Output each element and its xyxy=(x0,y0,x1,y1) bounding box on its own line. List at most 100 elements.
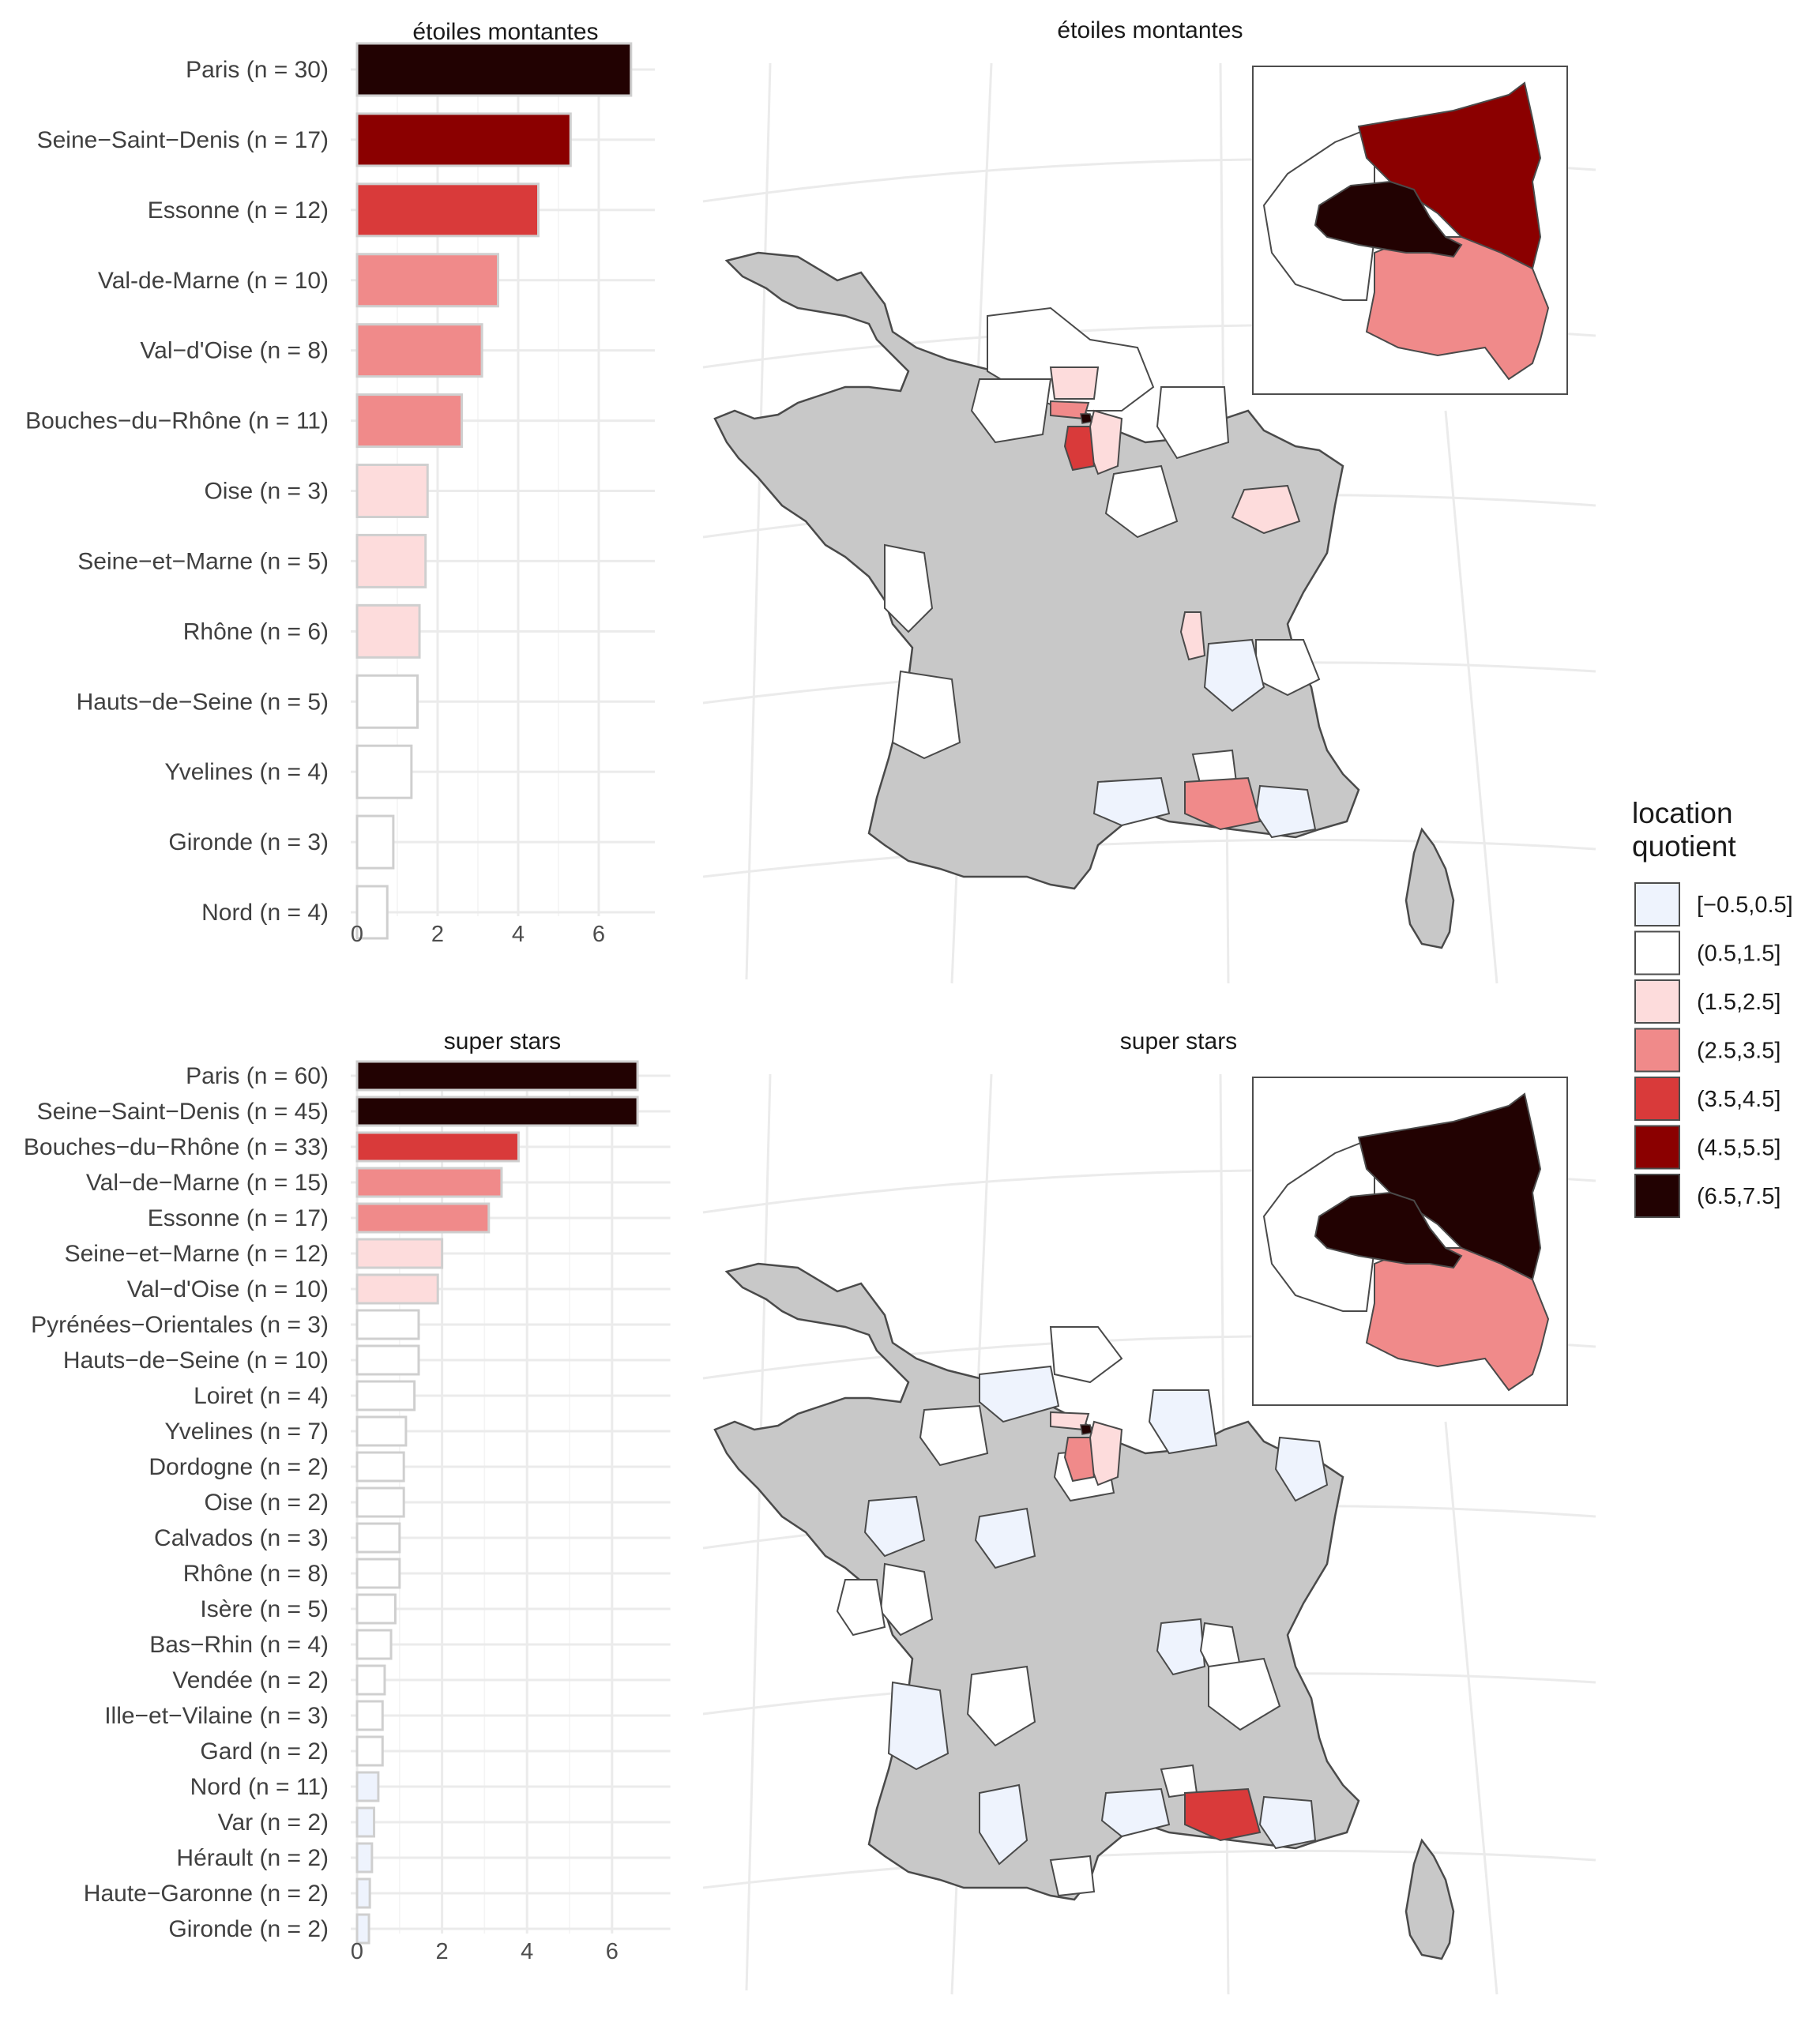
region-herault xyxy=(1092,776,1171,827)
map-super-stars: super stars xyxy=(702,1028,1596,1995)
bar xyxy=(355,1131,520,1163)
bar xyxy=(355,1238,444,1269)
chart-title-super-stars: super stars xyxy=(444,1028,561,1054)
bar xyxy=(355,533,427,588)
bar-category-label: Gard (n = 2) xyxy=(200,1738,329,1765)
region-var xyxy=(1258,1795,1317,1850)
bar xyxy=(355,253,499,308)
bar-category-label: Yvelines (n = 4) xyxy=(164,759,329,785)
bar-category-label: Gironde (n = 2) xyxy=(168,1916,329,1942)
region-indre xyxy=(974,1507,1036,1569)
bar-category-label: Seine−et−Marne (n = 12) xyxy=(65,1241,329,1267)
bar xyxy=(355,1451,405,1483)
legend-label: (6.5,7.5] xyxy=(1697,1184,1781,1209)
region-gironde xyxy=(887,1681,949,1771)
bar-category-label: Paris (n = 30) xyxy=(186,57,329,83)
region-pyrenees-orientales xyxy=(1049,1855,1096,1897)
region-bas-rhin xyxy=(1274,1436,1329,1502)
map-title-etoiles-montantes: étoiles montantes xyxy=(1057,17,1243,43)
bar-category-label: Var (n = 2) xyxy=(218,1810,329,1836)
region-white-east xyxy=(1156,386,1230,460)
bar xyxy=(355,464,429,518)
bar-category-label: Gironde (n = 3) xyxy=(168,829,329,855)
bar-category-label: Hauts−de−Seine (n = 5) xyxy=(77,689,329,715)
x-tick-label: 6 xyxy=(592,922,605,947)
bar xyxy=(355,1877,371,1909)
bar-category-label: Essonne (n = 17) xyxy=(148,1205,329,1231)
legend-label: (2.5,3.5] xyxy=(1697,1039,1781,1064)
region-haute-garonne xyxy=(979,1783,1028,1866)
paris-inset xyxy=(1252,1077,1568,1406)
bar-category-label: Haute−Garonne (n = 2) xyxy=(84,1881,329,1907)
bar xyxy=(355,1415,408,1447)
legend-label: (3.5,4.5] xyxy=(1697,1087,1781,1112)
bar xyxy=(355,1522,401,1554)
region-marne xyxy=(1148,1389,1218,1455)
region-essonne xyxy=(1063,1437,1096,1483)
bar xyxy=(355,42,633,97)
region-oise xyxy=(1049,366,1100,400)
bar xyxy=(355,1344,420,1376)
bar-category-label: Calvados (n = 3) xyxy=(154,1525,329,1551)
bar xyxy=(355,323,483,378)
bar-category-label: Ille−et−Vilaine (n = 3) xyxy=(104,1703,329,1729)
region-paris xyxy=(1080,413,1092,424)
legend-swatch xyxy=(1634,1174,1680,1218)
bar xyxy=(355,1309,420,1340)
france-map xyxy=(713,251,1455,949)
legend-swatch xyxy=(1634,1125,1680,1170)
bar-chart-super-stars: super stars Paris (n = 60) Seine−Saint−De… xyxy=(24,1028,671,1964)
bar xyxy=(355,1202,491,1234)
legend-swatch xyxy=(1634,979,1680,1024)
bar-category-label: Val−d'Oise (n = 10) xyxy=(127,1276,329,1302)
region-bouches-du-rhone xyxy=(1184,776,1262,831)
bar-category-label: Hérault (n = 2) xyxy=(176,1845,329,1871)
bar xyxy=(355,1486,405,1518)
legend-title-line2: quotient xyxy=(1632,830,1736,863)
bar xyxy=(355,1593,397,1625)
bar-category-label: Nord (n = 11) xyxy=(190,1774,329,1800)
bar xyxy=(355,1842,374,1874)
region-white-vendee xyxy=(884,543,934,633)
region-calvados xyxy=(979,1365,1060,1423)
bar-category-label: Rhône (n = 6) xyxy=(183,618,329,645)
region-paris xyxy=(1080,1424,1092,1435)
bar xyxy=(355,744,413,799)
x-tick-label: 0 xyxy=(351,922,363,947)
paris-inset xyxy=(1252,66,1568,395)
bar-category-label: Oise (n = 3) xyxy=(204,479,329,505)
region-white-normandy xyxy=(970,378,1052,444)
bar-category-label: Isère (n = 5) xyxy=(200,1596,329,1622)
bar-category-label: Val−d'Oise (n = 8) xyxy=(140,338,329,364)
legend: location quotient [−0.5,0.5] (0.5,1.5] (1.… xyxy=(1632,797,1793,1218)
bar xyxy=(355,885,389,940)
bar-category-label: Val-de-Marne (n = 10) xyxy=(98,268,329,294)
legend-label: (1.5,2.5] xyxy=(1697,990,1781,1015)
bar-category-label: Rhône (n = 8) xyxy=(183,1561,329,1587)
bar-category-label: Vendée (n = 2) xyxy=(172,1667,329,1693)
bar xyxy=(355,1629,393,1660)
x-tick-label: 2 xyxy=(436,1939,449,1964)
bar xyxy=(355,393,464,449)
bar-category-label: Nord (n = 4) xyxy=(201,900,329,926)
legend-title-line1: location xyxy=(1632,797,1733,829)
bar-category-label: Bouches−du−Rhône (n = 33) xyxy=(24,1134,329,1160)
region-dordogne xyxy=(966,1665,1036,1747)
bar xyxy=(355,1380,416,1411)
region-herault xyxy=(1100,1787,1171,1838)
region-isere xyxy=(1203,638,1265,712)
legend-label: [−0.5,0.5] xyxy=(1697,893,1793,918)
map-etoiles-montantes: étoiles montantes xyxy=(702,17,1596,984)
region-ille-et-vilaine xyxy=(863,1495,926,1558)
legend-label: (4.5,5.5] xyxy=(1697,1136,1781,1161)
legend-swatch xyxy=(1634,930,1680,975)
region-white-west xyxy=(836,1579,886,1637)
region-white-north xyxy=(1049,1326,1123,1384)
bar xyxy=(355,603,421,659)
bar xyxy=(355,112,572,167)
x-tick-label: 4 xyxy=(521,1939,533,1964)
x-tick-label: 0 xyxy=(351,1939,363,1964)
bar xyxy=(355,182,540,238)
bar xyxy=(355,1096,639,1127)
region-bouches-du-rhone xyxy=(1184,1787,1262,1842)
